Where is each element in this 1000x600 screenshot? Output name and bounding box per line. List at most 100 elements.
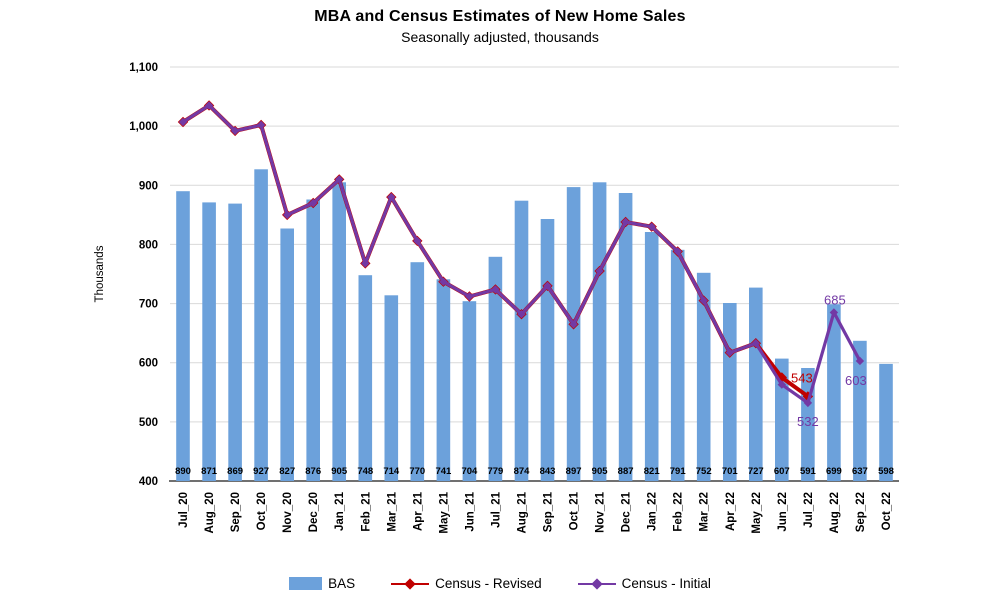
y-tick-label: 400 (139, 476, 158, 488)
chart-legend: BAS Census - Revised Census - Initial (0, 576, 1000, 591)
bar-value-label: 779 (487, 466, 503, 477)
legend-item-census-revised: Census - Revised (391, 576, 542, 591)
bar (670, 249, 685, 481)
diamond-marker (204, 101, 214, 110)
diamond-marker (777, 380, 786, 389)
x-tick-label: Nov_20 (282, 492, 294, 533)
bar (514, 200, 529, 481)
diamond-marker (699, 296, 708, 305)
diamond-marker (491, 285, 500, 294)
diamond-marker (230, 126, 240, 136)
bar (749, 287, 763, 481)
x-tick-label: Aug_21 (517, 491, 529, 533)
bar-value-label: 637 (852, 466, 868, 477)
bar (228, 203, 242, 481)
bar-value-label: 748 (357, 466, 373, 477)
x-tick-label: Feb_21 (360, 491, 372, 531)
x-tick-label: Feb_22 (673, 492, 685, 532)
x-tick-label: Dec_21 (621, 491, 633, 532)
census-initial-line-diamond-icon (577, 577, 616, 590)
bar (540, 219, 555, 481)
x-tick-label: Mar_22 (699, 492, 711, 532)
x-tick-label: May_21 (438, 491, 450, 533)
diamond-marker (647, 222, 656, 231)
x-tick-label: Aug_22 (829, 492, 841, 534)
y-tick-label: 900 (139, 180, 158, 192)
bar-value-label: 887 (618, 466, 634, 477)
diamond-marker (725, 348, 734, 357)
bar (592, 182, 607, 482)
diamond-marker (751, 339, 760, 348)
bar (618, 193, 633, 481)
bas-bar-swatch-icon (289, 577, 323, 590)
x-tick-label: Oct_21 (569, 491, 581, 530)
bar (410, 262, 425, 481)
bar-value-label: 843 (540, 466, 556, 477)
bar-value-label: 905 (592, 466, 609, 477)
bar (462, 301, 477, 481)
x-tick-label: Jun_22 (777, 492, 789, 532)
bar (202, 202, 216, 481)
bar-value-label: 607 (774, 466, 790, 477)
bar-value-label: 791 (670, 466, 687, 477)
diamond-marker (309, 198, 318, 208)
bar (358, 275, 373, 481)
bar (879, 363, 893, 481)
diamond-marker (855, 356, 865, 366)
x-tick-label: May_22 (751, 492, 763, 534)
diamond-marker (361, 259, 370, 268)
bar (644, 232, 659, 481)
bar (280, 228, 294, 481)
bar-value-label: 699 (826, 466, 842, 477)
x-tick-label: Nov_21 (595, 491, 607, 533)
bar (566, 187, 581, 481)
bar-value-label: 874 (514, 466, 531, 477)
diamond-marker (283, 210, 292, 220)
diamond-marker (621, 217, 630, 227)
chart-subtitle: Seasonally adjusted, thousands (401, 29, 599, 45)
y-tick-label: 1,000 (129, 121, 158, 133)
bar (384, 295, 399, 481)
x-tick-label: Jul_20 (178, 492, 190, 528)
y-tick-label: 1,100 (129, 62, 158, 74)
diamond-marker (335, 175, 344, 184)
x-tick-label: Aug_20 (204, 492, 216, 534)
diamond-marker (517, 310, 526, 319)
bar-value-label: 727 (748, 466, 764, 477)
bar (488, 256, 503, 481)
diamond-marker (569, 320, 578, 329)
diamond-marker (543, 281, 552, 290)
chart-title: MBA and Census Estimates of New Home Sal… (314, 8, 686, 25)
bar-value-label: 890 (175, 466, 191, 477)
data-point-label: 532 (797, 414, 819, 429)
bar-value-label: 821 (644, 466, 661, 477)
x-tick-label: Dec_20 (308, 492, 320, 532)
bar-value-label: 714 (383, 466, 400, 477)
bar-value-label: 869 (227, 466, 243, 477)
x-tick-label: Sep_20 (230, 492, 242, 532)
diamond-marker (673, 247, 682, 256)
legend-item-bas: BAS (289, 576, 355, 591)
diamond-marker (776, 372, 787, 383)
data-point-label: 603 (845, 373, 867, 388)
bar-value-label: 897 (566, 466, 582, 477)
bar-value-label: 598 (878, 466, 894, 477)
bar-value-label: 591 (800, 466, 817, 477)
diamond-marker (413, 236, 422, 246)
x-tick-label: Apr_22 (725, 492, 737, 531)
bar (254, 169, 268, 482)
bar (827, 304, 841, 481)
x-tick-label: Jan_22 (647, 492, 659, 531)
x-tick-label: Jul_22 (803, 492, 815, 528)
bar-value-label: 770 (409, 466, 425, 477)
diamond-marker (178, 117, 188, 127)
census-revised-line-diamond-icon (391, 577, 430, 590)
bar (332, 182, 346, 482)
bar (853, 340, 867, 481)
data-point-label: 685 (824, 292, 846, 307)
diamond-marker (256, 120, 266, 130)
y-tick-label: 600 (139, 358, 158, 370)
bar (775, 358, 789, 481)
